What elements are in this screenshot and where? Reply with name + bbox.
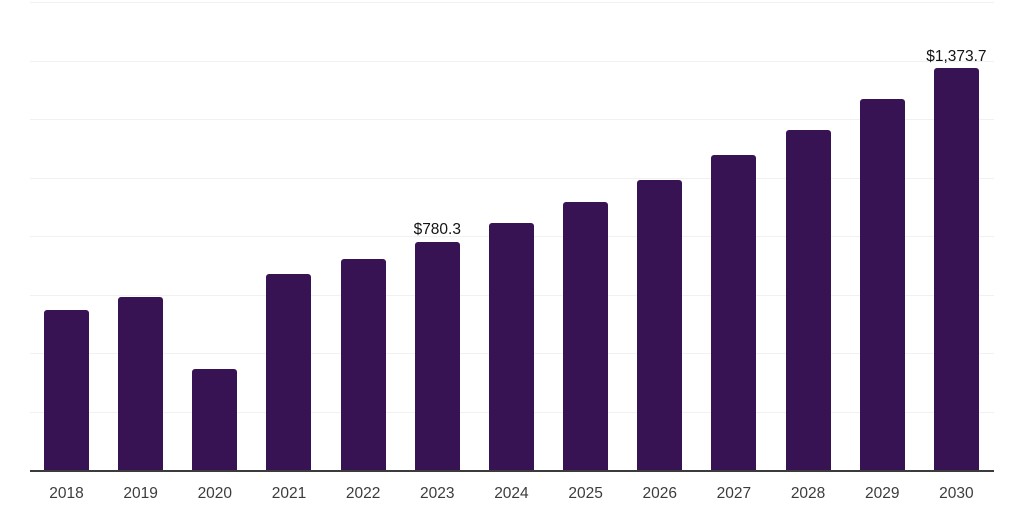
bar-2019 (118, 296, 164, 470)
x-tick-label-2026: 2026 (642, 485, 677, 502)
bar-value-label-2023: $780.3 (413, 221, 461, 239)
x-axis-labels: 2018 2019 2020 2021 2022 2023 2024 2025 2026 2027… (44, 485, 979, 502)
bar-2018 (44, 310, 89, 470)
x-tick-label-2030: 2030 (939, 485, 974, 502)
bar-2027 (711, 155, 757, 470)
bar-2023: $780.3 (414, 222, 461, 470)
bar-2030: $1,373.7 (926, 49, 987, 470)
gridline (30, 2, 994, 3)
bar-2026 (637, 180, 683, 470)
x-axis-line (30, 470, 994, 472)
plot-area: $780.3 $1,373.7 (30, 0, 994, 472)
bar-2025 (563, 202, 609, 470)
bar-2029 (859, 99, 905, 470)
bar-value-label-2030: $1,373.7 (926, 47, 987, 65)
bar-2024 (488, 222, 534, 470)
x-tick-label-2027: 2027 (716, 485, 752, 502)
bar-2020 (192, 368, 238, 470)
bar-2021 (266, 273, 312, 470)
gridline (30, 60, 994, 62)
x-tick-label-2024: 2024 (494, 485, 529, 502)
x-tick-label-2022: 2022 (345, 485, 381, 502)
bar-2028 (785, 129, 831, 470)
gridline (30, 177, 994, 179)
x-tick-label-2020: 2020 (197, 485, 233, 502)
x-tick-label-2025: 2025 (568, 485, 603, 502)
x-tick-label-2021: 2021 (271, 485, 307, 502)
x-tick-label-2029: 2029 (864, 485, 900, 502)
gridline (30, 119, 994, 120)
x-tick-label-2023: 2023 (420, 485, 455, 502)
x-tick-label-2028: 2028 (790, 485, 826, 502)
x-tick-label-2018: 2018 (49, 485, 84, 502)
bar-2022 (340, 258, 386, 470)
x-tick-label-2019: 2019 (123, 485, 158, 502)
bars-container: $780.3 $1,373.7 (44, 0, 987, 470)
